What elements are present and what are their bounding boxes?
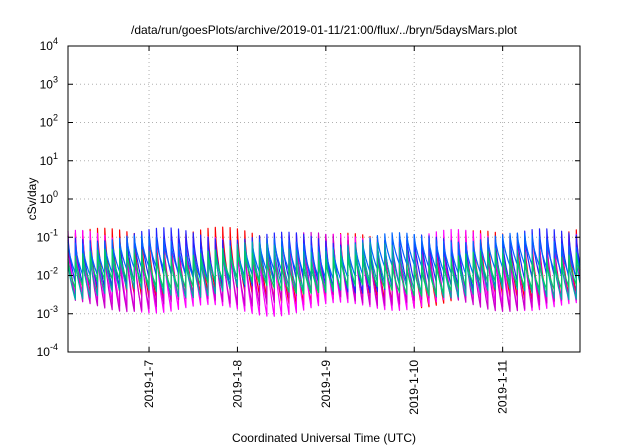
y-tick-label-exponent: -3	[50, 304, 58, 314]
y-tick-label-base: 10	[40, 39, 54, 53]
y-tick-label-exponent: -1	[50, 227, 58, 237]
y-tick-label-exponent: -2	[50, 266, 58, 276]
y-tick-label: 10-2	[37, 266, 58, 283]
y-tick-label-base: 10	[40, 77, 54, 91]
chart-title: /data/run/goesPlots/archive/2019-01-11/2…	[131, 23, 518, 37]
y-tick-label-base: 10	[37, 345, 51, 359]
y-axis-label: cSv/day	[25, 178, 39, 221]
y-tick-label-base: 10	[40, 192, 54, 206]
y-tick-label-exponent: -4	[50, 342, 58, 352]
y-tick-label: 101	[40, 151, 58, 168]
series-group	[67, 226, 581, 317]
y-tick-label-exponent: 3	[53, 74, 58, 84]
y-tick-label: 100	[40, 189, 58, 206]
series-line	[67, 248, 581, 297]
y-tick-label: 10-4	[37, 342, 58, 359]
y-tick-label-base: 10	[40, 116, 54, 130]
y-tick-label-base: 10	[37, 269, 51, 283]
y-tick-label-exponent: 0	[53, 189, 58, 199]
x-tick-label: 2019-1-11	[496, 360, 510, 414]
x-tick-label: 2019-1-8	[230, 360, 244, 408]
y-tick-label-exponent: 1	[53, 151, 58, 161]
y-tick-label-base: 10	[37, 307, 51, 321]
y-tick-label-exponent: 4	[53, 36, 58, 46]
x-tick-label: 2019-1-7	[142, 360, 156, 408]
y-tick-label: 102	[40, 113, 58, 130]
x-tick-label: 2019-1-10	[407, 360, 421, 415]
y-tick-label-base: 10	[40, 154, 54, 168]
y-tick-label-base: 10	[37, 230, 51, 244]
y-tick-label-exponent: 2	[53, 113, 58, 123]
y-tick-label: 10-3	[37, 304, 58, 321]
x-axis-label: Coordinated Universal Time (UTC)	[232, 431, 416, 445]
y-tick-label: 104	[40, 36, 58, 53]
x-tick-label: 2019-1-9	[319, 360, 333, 408]
x-axis: 2019-1-7 2019-1-8 2019-1-9 2019-1-10 2019-1-…	[142, 46, 510, 415]
y-tick-label: 10-1	[37, 227, 58, 244]
y-tick-label: 103	[40, 74, 58, 91]
